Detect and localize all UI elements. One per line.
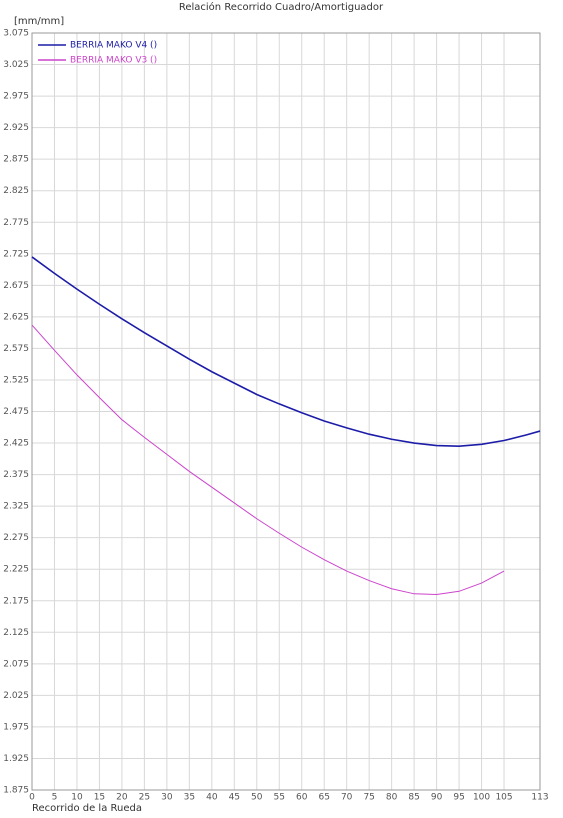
x-tick-label: 100 xyxy=(473,793,490,803)
y-tick-label: 2.725 xyxy=(3,249,29,259)
x-tick-label: 60 xyxy=(296,793,308,803)
y-tick-label: 2.275 xyxy=(3,533,29,543)
x-tick-label: 105 xyxy=(495,793,512,803)
y-tick-label: 2.925 xyxy=(3,123,29,133)
y-tick-label: 2.625 xyxy=(3,312,29,322)
x-tick-label: 55 xyxy=(274,793,285,803)
legend-label: BERRIA MAKO V4 () xyxy=(70,41,157,51)
y-tick-label: 2.175 xyxy=(3,596,29,606)
y-tick-label: 2.425 xyxy=(3,439,29,449)
x-tick-label: 10 xyxy=(71,793,83,803)
x-tick-label: 95 xyxy=(453,793,464,803)
x-tick-label: 75 xyxy=(363,793,374,803)
plot-border xyxy=(31,32,541,791)
x-tick-label: 70 xyxy=(341,793,353,803)
y-tick-label: 3.025 xyxy=(3,60,29,70)
x-tick-label: 40 xyxy=(206,793,218,803)
legend-label: BERRIA MAKO V3 () xyxy=(70,56,157,66)
x-tick-label: 0 xyxy=(29,793,35,803)
y-tick-label: 2.325 xyxy=(3,502,29,512)
chart-title: Relación Recorrido Cuadro/Amortiguador xyxy=(179,1,384,13)
y-tick-label: 2.775 xyxy=(3,218,29,228)
y-tick-label: 1.875 xyxy=(3,786,29,796)
y-tick-label: 2.875 xyxy=(3,155,29,165)
y-tick-label: 2.375 xyxy=(3,470,29,480)
x-tick-label: 5 xyxy=(52,793,58,803)
series-line xyxy=(31,256,541,447)
y-tick-label: 2.475 xyxy=(3,407,29,417)
x-tick-label: 45 xyxy=(229,793,240,803)
y-tick-label: 2.075 xyxy=(3,659,29,669)
y-tick-label: 2.825 xyxy=(3,186,29,196)
x-tick-label: 30 xyxy=(161,793,173,803)
x-tick-label: 65 xyxy=(318,793,329,803)
x-tick-label: 50 xyxy=(251,793,263,803)
x-tick-label: 20 xyxy=(116,793,128,803)
y-tick-label: 1.925 xyxy=(3,754,29,764)
x-tick-label: 25 xyxy=(139,793,150,803)
x-tick-label: 85 xyxy=(408,793,419,803)
y-tick-label: 2.525 xyxy=(3,375,29,385)
y-tick-label: 1.975 xyxy=(3,722,29,732)
y-tick-label: 2.025 xyxy=(3,691,29,701)
series-line xyxy=(31,324,505,595)
y-tick-label: 2.575 xyxy=(3,344,29,354)
y-tick-label: 3.075 xyxy=(3,29,29,39)
x-tick-label: 80 xyxy=(386,793,398,803)
x-tick-label: 35 xyxy=(184,793,195,803)
x-tick-label: 113 xyxy=(531,793,548,803)
x-tick-label: 90 xyxy=(431,793,443,803)
y-tick-label: 2.975 xyxy=(3,92,29,102)
y-tick-label: 2.225 xyxy=(3,565,29,575)
x-axis-label: Recorrido de la Rueda xyxy=(32,803,142,814)
y-tick-label: 2.675 xyxy=(3,281,29,291)
x-tick-label: 15 xyxy=(94,793,105,803)
y-tick-label: 2.125 xyxy=(3,628,29,638)
y-axis-label: [mm/mm] xyxy=(14,16,64,27)
